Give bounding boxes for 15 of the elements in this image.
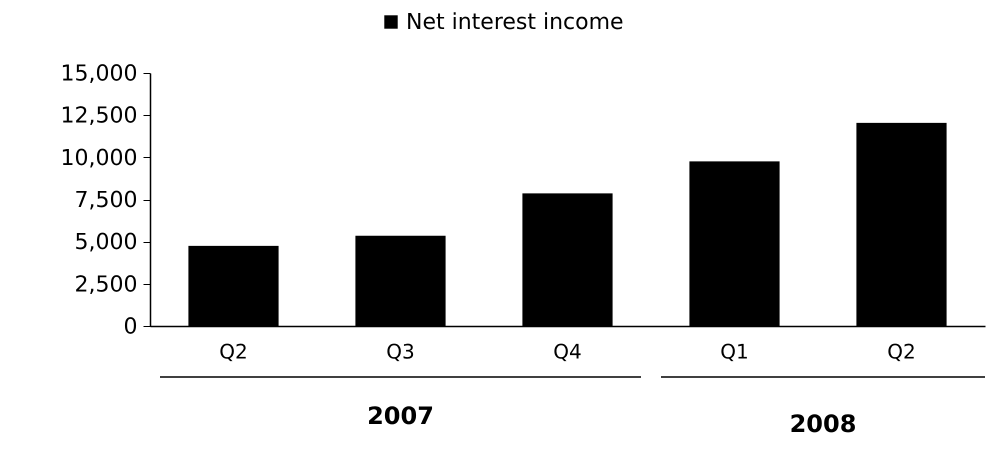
- text: 2008: [790, 410, 856, 438]
- text: 2007: [367, 402, 434, 430]
- y-tick-label: 2,500: [74, 272, 138, 298]
- y-tick-label: 10,000: [60, 146, 138, 171]
- y-tick-label: 15,000: [60, 62, 138, 86]
- y-tick-label: 5,000: [74, 230, 138, 256]
- x-tick-label: Q1: [720, 340, 749, 364]
- x-tick-label: Q2: [219, 340, 248, 364]
- x-tick-label: Q2: [887, 340, 916, 364]
- y-tick-label: 12,500: [60, 104, 138, 129]
- y-tick-label: 0: [124, 314, 138, 340]
- legend-label: Net interest income: [406, 10, 624, 35]
- x-tick-label: Q4: [553, 340, 582, 364]
- y-tick-label: 7,500: [74, 188, 138, 213]
- x-tick-label: Q3: [386, 340, 415, 364]
